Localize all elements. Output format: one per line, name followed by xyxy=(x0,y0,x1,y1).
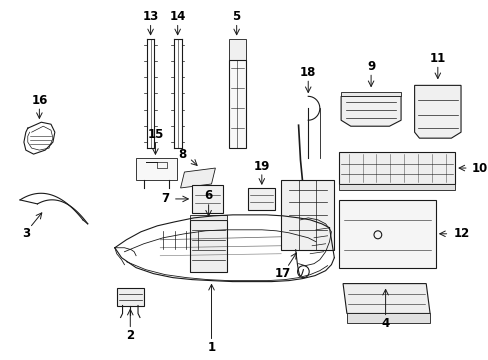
Polygon shape xyxy=(136,158,176,180)
Polygon shape xyxy=(346,314,429,323)
Text: 16: 16 xyxy=(31,94,47,107)
Polygon shape xyxy=(192,185,223,213)
Text: 6: 6 xyxy=(204,189,212,202)
Text: 12: 12 xyxy=(452,227,468,240)
Text: 2: 2 xyxy=(126,329,134,342)
Text: 4: 4 xyxy=(381,317,389,330)
Polygon shape xyxy=(228,39,246,60)
Text: 14: 14 xyxy=(169,10,185,23)
Text: 9: 9 xyxy=(366,60,374,73)
Text: 10: 10 xyxy=(471,162,487,175)
Text: 1: 1 xyxy=(207,341,215,354)
Polygon shape xyxy=(248,188,275,210)
Polygon shape xyxy=(190,215,226,220)
Polygon shape xyxy=(228,60,246,148)
Polygon shape xyxy=(341,92,400,96)
Text: 11: 11 xyxy=(429,52,445,65)
Text: 19: 19 xyxy=(253,159,269,172)
Text: 13: 13 xyxy=(142,10,159,23)
Text: 15: 15 xyxy=(147,128,163,141)
Text: 8: 8 xyxy=(178,148,186,161)
Text: 7: 7 xyxy=(161,193,169,206)
Polygon shape xyxy=(341,96,400,126)
Text: 18: 18 xyxy=(300,66,316,79)
Text: 17: 17 xyxy=(274,267,291,280)
Text: 5: 5 xyxy=(232,10,240,23)
Text: 3: 3 xyxy=(22,227,30,240)
Polygon shape xyxy=(339,184,454,190)
Polygon shape xyxy=(343,284,429,314)
Polygon shape xyxy=(339,152,454,184)
Polygon shape xyxy=(190,220,226,272)
Polygon shape xyxy=(339,200,435,268)
Polygon shape xyxy=(117,288,143,306)
Polygon shape xyxy=(180,168,215,188)
Polygon shape xyxy=(414,85,460,138)
Polygon shape xyxy=(281,180,334,250)
